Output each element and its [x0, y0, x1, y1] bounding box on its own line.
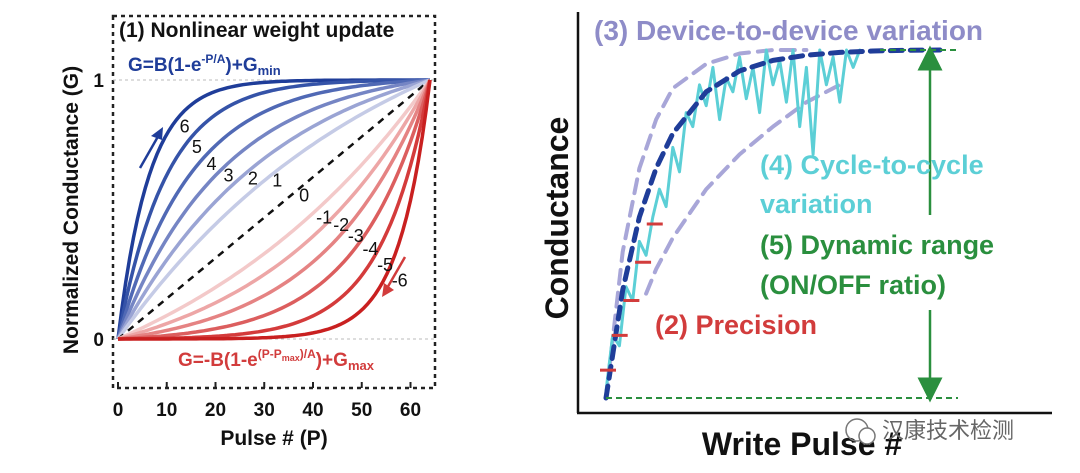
curve-nl--6	[118, 79, 432, 341]
series-lower-variant	[644, 82, 842, 296]
curve-nl-4	[116, 78, 431, 340]
left-chart-title: (1) Nonlinear weight update	[119, 19, 394, 42]
right-y-axis-label: Conductance	[539, 117, 575, 320]
watermark-text: 汉康技术检测	[882, 419, 1014, 444]
curve-label: 5	[192, 137, 202, 157]
dynamic-range-label-line1: (5) Dynamic range	[760, 230, 994, 260]
curve-nl-0	[117, 79, 431, 340]
potentiation-equation: G=B(1-e-P/A)+Gmin	[128, 52, 281, 78]
curve-label: 0	[299, 185, 309, 205]
conductance-series	[603, 47, 943, 401]
curve-label: 2	[248, 168, 258, 188]
curve-label: -2	[333, 215, 349, 235]
x-tick-label: 20	[205, 400, 226, 421]
depression-equation: G=-B(1-e(P-Pmax)/A)+Gmax	[178, 347, 375, 373]
x-tick-label: 10	[156, 400, 177, 421]
curve-label: 6	[180, 116, 190, 136]
y-tick-label: 0	[93, 330, 104, 351]
depression-arrow	[382, 256, 407, 297]
x-tick-label: 40	[302, 400, 323, 421]
curve-nl--1	[117, 78, 432, 341]
device-variation-label: (3) Device-to-device variation	[594, 15, 983, 46]
wechat-icon-small	[858, 427, 876, 445]
left-y-axis-label: Normalized Conductance (G)	[60, 66, 83, 354]
x-tick-label: 50	[351, 400, 372, 421]
variation-concept-chart: (3) Device-to-device variation (4) Cycle…	[539, 12, 1052, 462]
curve-label: 3	[224, 165, 234, 185]
curve-label: -1	[316, 208, 332, 228]
y-tick-label: 1	[93, 71, 104, 92]
curve-label: 4	[206, 154, 216, 174]
left-x-axis-label: Pulse # (P)	[220, 427, 327, 450]
potentiation-arrow	[138, 127, 163, 169]
precision-label: (2) Precision	[655, 310, 817, 340]
left-plot-frame	[111, 14, 437, 390]
curve-label: -5	[377, 255, 393, 275]
precision-step-marks	[600, 222, 663, 372]
curve-nl-2	[116, 78, 431, 340]
curve-label: 1	[272, 171, 282, 191]
x-tick-label: 30	[254, 400, 275, 421]
x-tick-labels: 0 10 20 30 40 50 60	[113, 382, 421, 421]
curve-nl--2	[117, 79, 432, 341]
curve-nl-1	[116, 78, 431, 341]
series-upper-variant	[604, 48, 809, 400]
curve-label: -6	[392, 270, 408, 290]
x-tick-label: 0	[113, 400, 124, 421]
watermark: 汉康技术检测	[845, 418, 1014, 445]
curve-nl--4	[117, 79, 432, 341]
x-tick-label: 60	[400, 400, 421, 421]
curve-label: -4	[362, 239, 378, 259]
curve-label: -3	[348, 226, 364, 246]
nonlinearity-curves	[116, 78, 432, 341]
y-tick-labels: 01	[93, 71, 104, 351]
cycle-variation-label-line2: variation	[760, 189, 873, 219]
series-cycle	[604, 48, 862, 393]
series-mean	[603, 47, 943, 401]
cycle-variation-label-line1: (4) Cycle-to-cycle	[760, 150, 984, 180]
dynamic-range-label-line2: (ON/OFF ratio)	[760, 270, 946, 300]
curve-nl-3	[116, 78, 431, 340]
curve-nl--3	[117, 79, 432, 341]
curve-nl-5	[116, 78, 430, 340]
